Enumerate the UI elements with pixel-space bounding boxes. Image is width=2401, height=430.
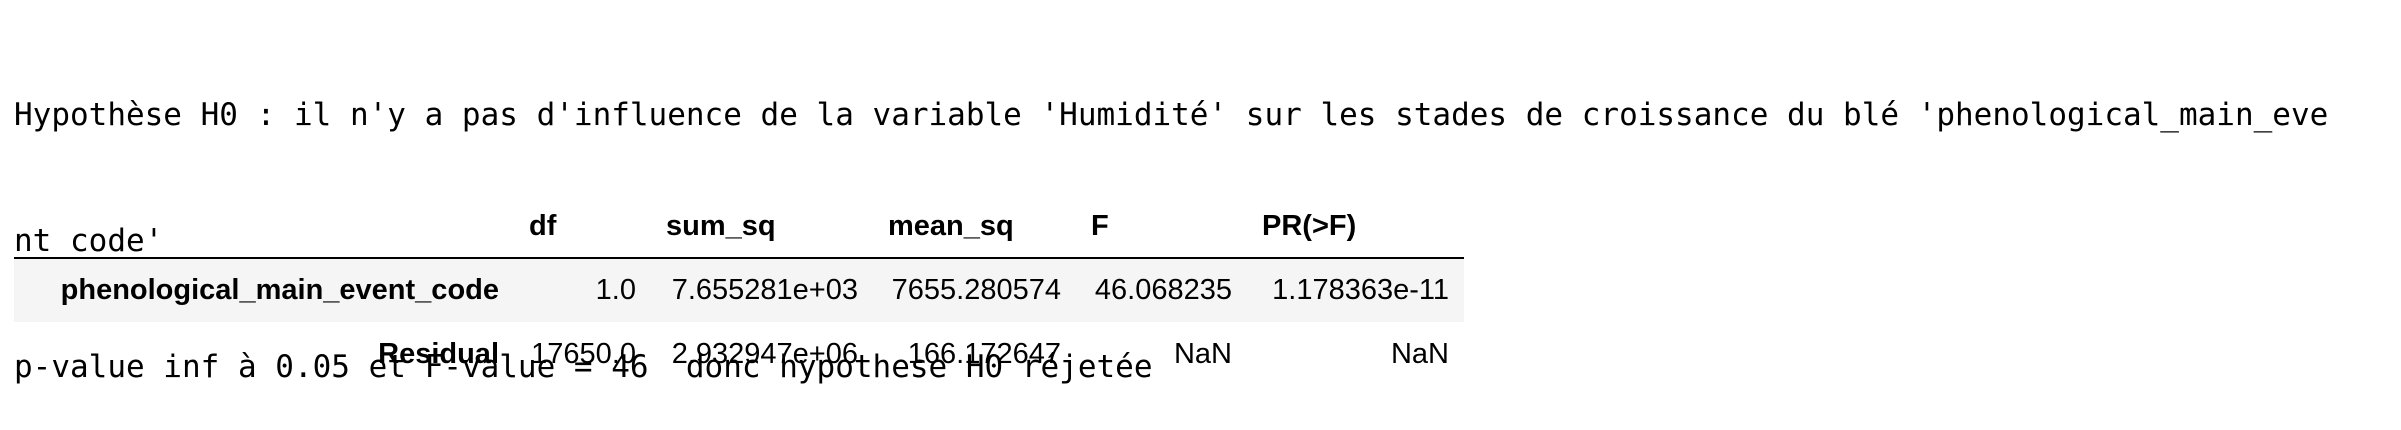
header-row: df sum_sq mean_sq F PR(>F) <box>14 196 1464 259</box>
cell-mean-sq: 166.172647 <box>907 337 1061 370</box>
header-df: df <box>514 196 651 259</box>
cell-f: NaN <box>1173 337 1232 370</box>
header-sum-sq: sum_sq <box>651 196 873 259</box>
cell-pr-f: 1.178363e-11 <box>1272 274 1449 306</box>
row-index-label: phenological_main_event_code <box>60 274 499 306</box>
output-line-hypothesis: Hypothèse H0 : il n'y a pas d'influence … <box>14 97 2329 133</box>
table-row: phenological_main_event_code 1.0 7.65528… <box>14 258 1464 322</box>
anova-table-header: df sum_sq mean_sq F PR(>F) <box>14 196 1464 259</box>
cell-df: 1.0 <box>595 274 636 306</box>
anova-table-body: phenological_main_event_code 1.0 7.65528… <box>14 258 1464 386</box>
cell-sum-sq: 2.932947e+06 <box>671 337 858 370</box>
header-f: F <box>1076 196 1247 259</box>
table-row: Residual 17650.0 2.932947e+06 166.172647… <box>14 322 1464 386</box>
cell-mean-sq: 7655.280574 <box>891 274 1061 306</box>
row-index-label: Residual <box>378 337 499 370</box>
cell-pr-f: NaN <box>1390 337 1449 370</box>
output-line-conclusion: p-value inf à 0.05 et F-value = 46 donc … <box>14 349 1153 385</box>
cell-f: 46.068235 <box>1094 274 1232 306</box>
header-index <box>14 196 514 259</box>
header-mean-sq: mean_sq <box>873 196 1076 259</box>
cell-sum-sq: 7.655281e+03 <box>671 274 858 306</box>
cell-df: 17650.0 <box>531 337 636 370</box>
anova-table: df sum_sq mean_sq F PR(>F) phenological_… <box>14 196 1464 386</box>
header-pr-f: PR(>F) <box>1247 196 1464 259</box>
